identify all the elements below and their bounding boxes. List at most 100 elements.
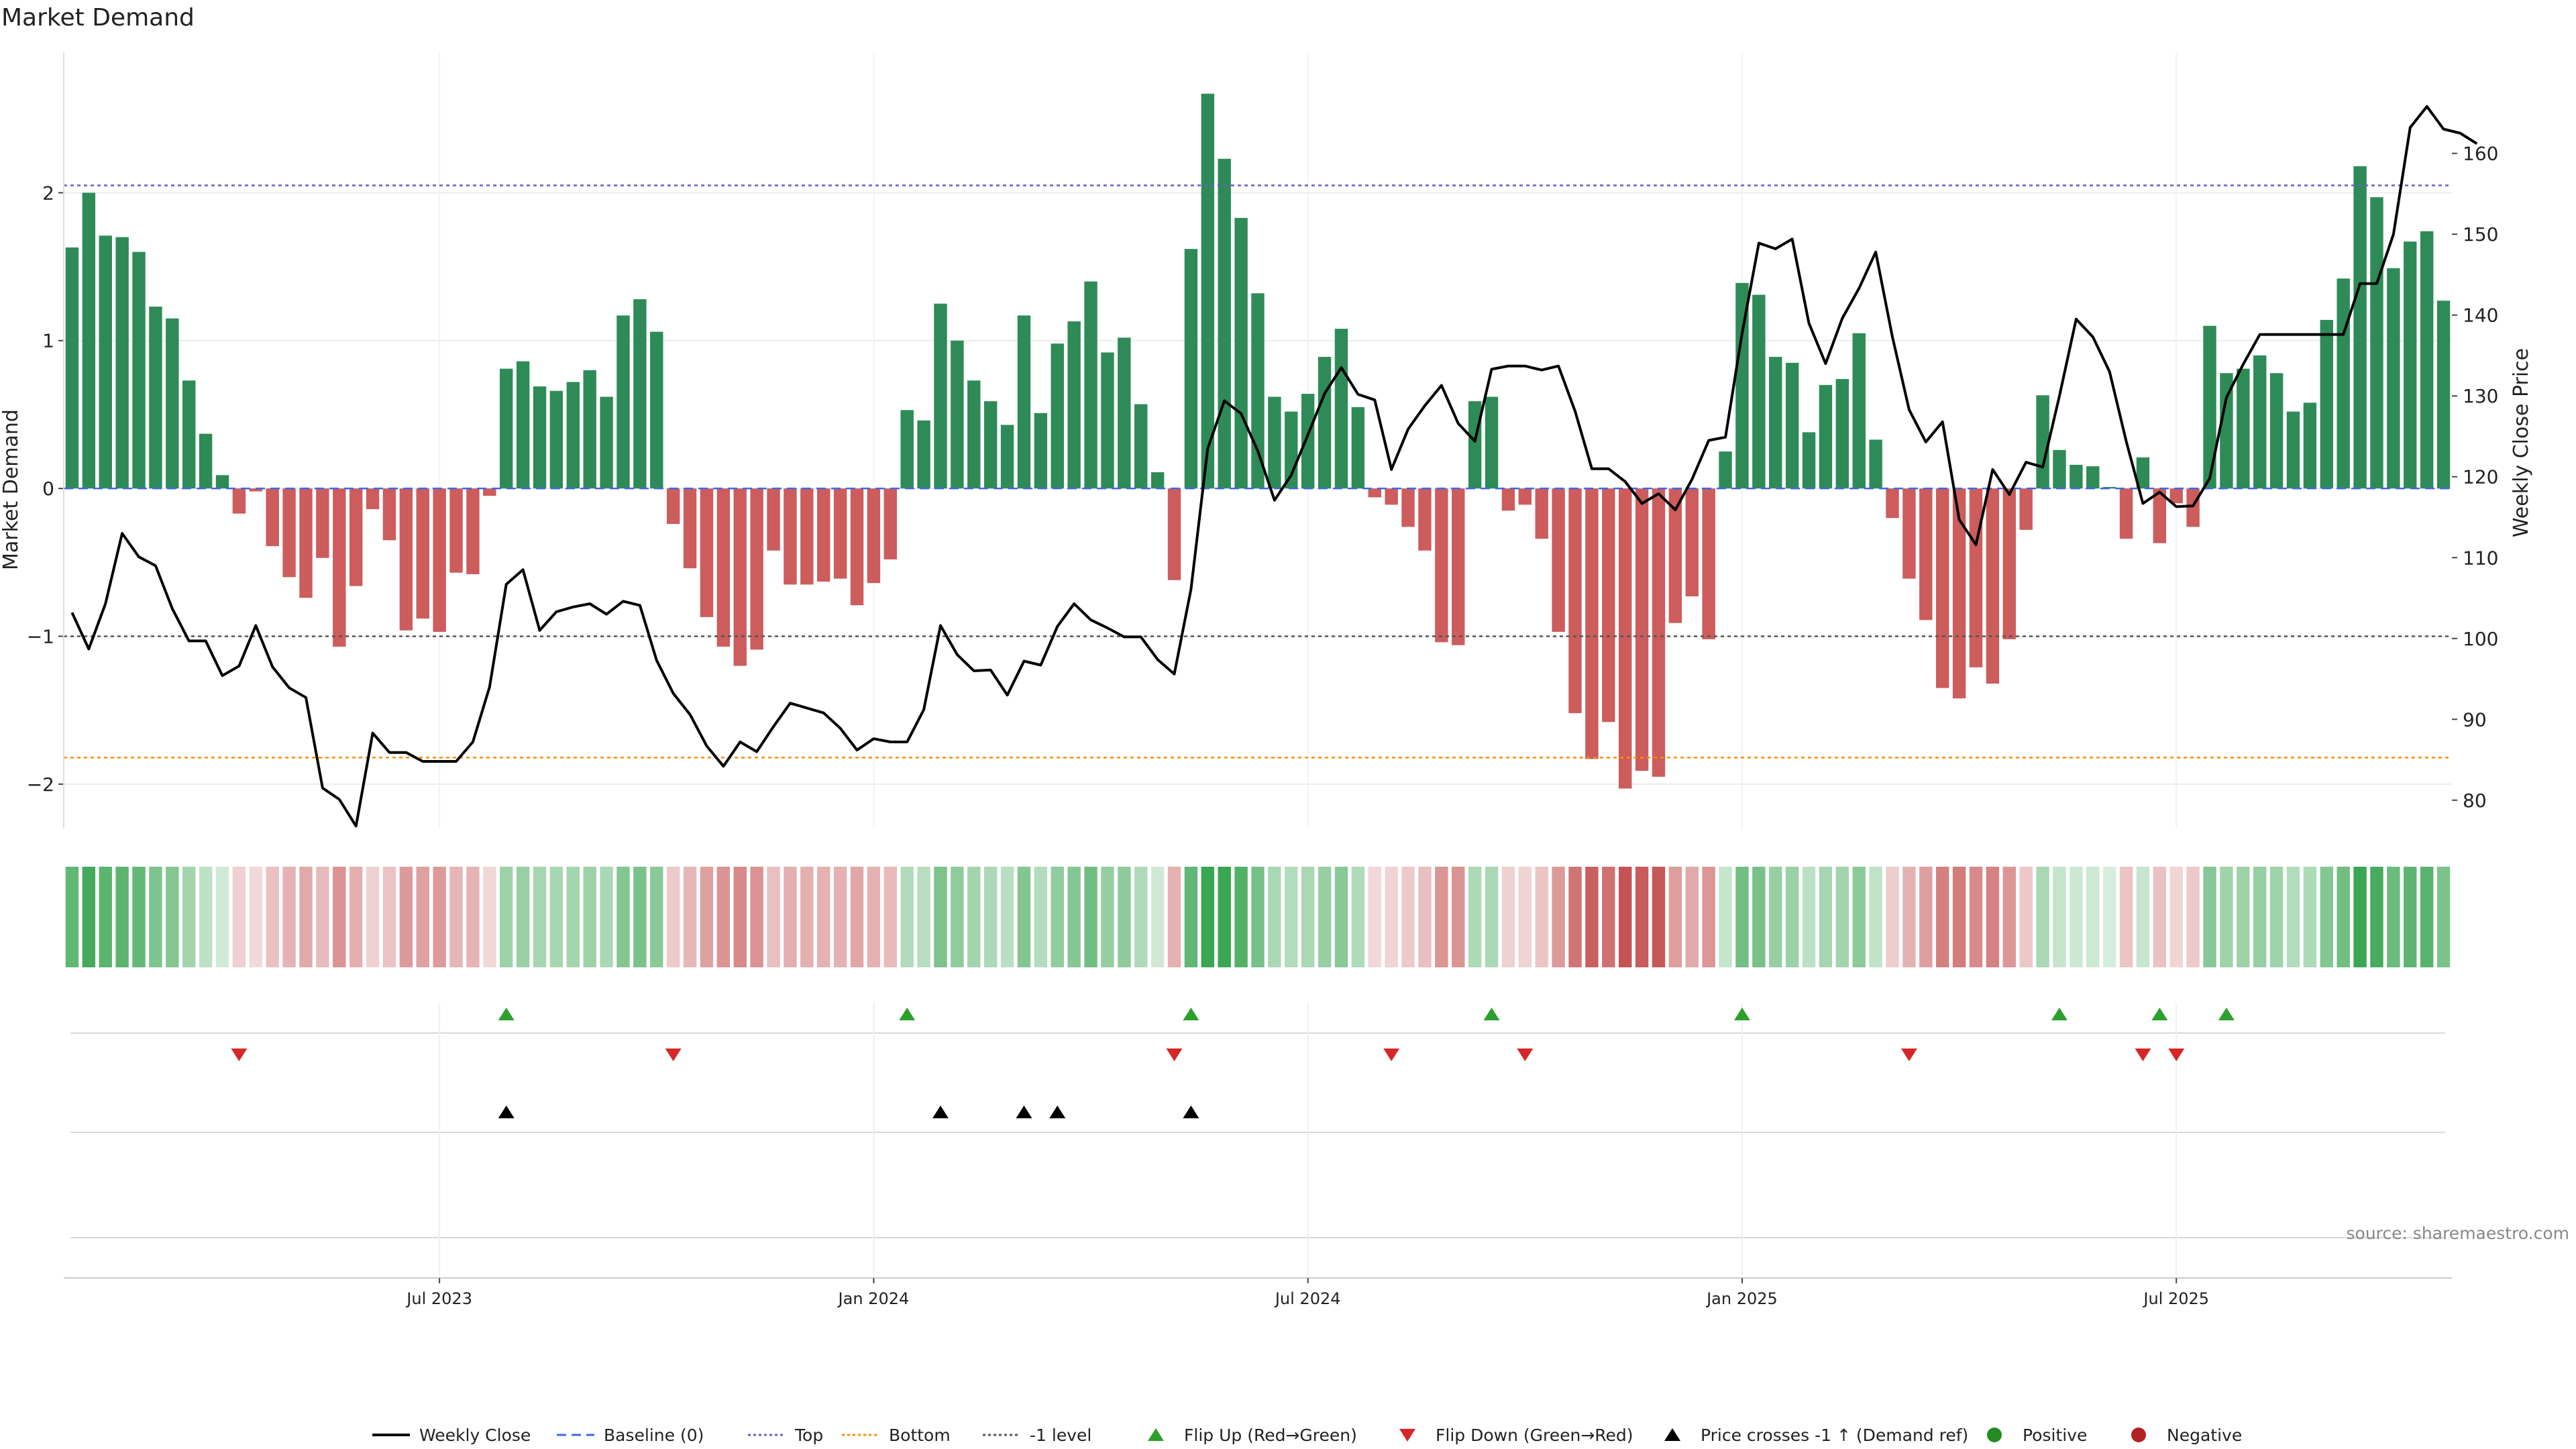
y-tick-label: 0 bbox=[42, 478, 54, 500]
demand-bar bbox=[2203, 325, 2216, 489]
heat-cell bbox=[850, 867, 864, 967]
heat-cell bbox=[249, 867, 263, 967]
heat-cell bbox=[2320, 867, 2333, 967]
demand-bar bbox=[416, 488, 429, 619]
demand-bar bbox=[850, 488, 864, 606]
legend-label: Weekly Close bbox=[419, 1426, 531, 1445]
legend-item: Weekly Close bbox=[372, 1426, 531, 1445]
heat-cell bbox=[382, 867, 396, 967]
demand-bar bbox=[2303, 402, 2317, 489]
heat-cell bbox=[115, 867, 129, 967]
heat-cell bbox=[1118, 867, 1131, 967]
legend-label: Positive bbox=[2023, 1426, 2087, 1445]
price-cross-marker bbox=[932, 1106, 949, 1118]
y-tick-label: −1 bbox=[27, 626, 54, 648]
heat-cell bbox=[99, 867, 112, 967]
heat-cell bbox=[1585, 867, 1599, 967]
demand-bar bbox=[2186, 488, 2200, 527]
flip-down-marker bbox=[231, 1049, 248, 1061]
demand-bar bbox=[1635, 488, 1649, 771]
heat-cell bbox=[1368, 867, 1381, 967]
heat-cell bbox=[1468, 867, 1482, 967]
demand-bar bbox=[1902, 488, 1916, 579]
demand-bar bbox=[1819, 384, 1833, 489]
heat-cell bbox=[1234, 867, 1248, 967]
heat-cell bbox=[1034, 867, 1048, 967]
heat-cell bbox=[616, 867, 630, 967]
demand-bar bbox=[500, 368, 513, 489]
heat-cell bbox=[2053, 867, 2066, 967]
x-tick-label: Jul 2025 bbox=[2142, 1289, 2209, 1308]
demand-bar bbox=[2169, 488, 2183, 504]
demand-bar bbox=[1986, 488, 2000, 684]
flip-down-marker bbox=[2168, 1049, 2185, 1061]
x-tick-label: Jul 2023 bbox=[405, 1289, 472, 1308]
demand-bar bbox=[1000, 425, 1014, 489]
heat-cell bbox=[983, 867, 998, 967]
heat-cell bbox=[2420, 867, 2434, 967]
demand-bar bbox=[65, 247, 79, 489]
heat-cell bbox=[1969, 867, 1983, 967]
heat-cell bbox=[883, 867, 898, 967]
heat-cell bbox=[2070, 867, 2083, 967]
demand-bar bbox=[1769, 356, 1782, 489]
flip-up-marker bbox=[498, 1008, 515, 1020]
demand-bar bbox=[1118, 337, 1131, 489]
demand-bar bbox=[633, 299, 647, 489]
demand-bar bbox=[1969, 488, 1983, 667]
heat-cell bbox=[399, 867, 413, 967]
demand-bar bbox=[700, 488, 714, 617]
flip-up-marker bbox=[1733, 1008, 1750, 1020]
y2-tick-label: 160 bbox=[2463, 143, 2498, 165]
y2-tick-label: 140 bbox=[2463, 305, 2498, 327]
demand-bar bbox=[1652, 488, 1666, 777]
demand-bar bbox=[1835, 379, 1849, 489]
demand-bar bbox=[1368, 488, 1381, 498]
demand-bar bbox=[466, 488, 480, 574]
demand-bar bbox=[1351, 407, 1365, 489]
heat-cell bbox=[1218, 867, 1231, 967]
demand-bar bbox=[232, 488, 246, 514]
heat-cell bbox=[266, 867, 279, 967]
demand-bar bbox=[2086, 466, 2100, 489]
demand-bar bbox=[82, 193, 96, 489]
heat-cell bbox=[951, 867, 964, 967]
heat-cell bbox=[2404, 867, 2417, 967]
heat-cell bbox=[784, 867, 797, 967]
demand-bar bbox=[199, 433, 213, 489]
legend-item: Negative bbox=[2131, 1426, 2242, 1445]
demand-bar bbox=[767, 488, 780, 551]
heat-cell bbox=[900, 867, 914, 967]
demand-bar bbox=[1385, 488, 1398, 505]
legend-label: Price crosses -1 ↑ (Demand ref) bbox=[1701, 1426, 1968, 1445]
demand-bar bbox=[1268, 396, 1281, 489]
y2-tick-label: 80 bbox=[2463, 790, 2487, 812]
heat-cell bbox=[1835, 867, 1849, 967]
demand-bar bbox=[1150, 472, 1165, 489]
demand-bar bbox=[600, 396, 613, 489]
demand-bar bbox=[533, 386, 547, 489]
heat-cell bbox=[700, 867, 714, 967]
heat-cell bbox=[1919, 867, 1933, 967]
demand-bar bbox=[1802, 432, 1816, 489]
demand-bar bbox=[1251, 293, 1265, 489]
heat-cell bbox=[2387, 867, 2400, 967]
heat-cell bbox=[1869, 867, 1882, 967]
heat-cell bbox=[1385, 867, 1398, 967]
legend-label: Bottom bbox=[889, 1426, 951, 1445]
demand-bar bbox=[566, 382, 580, 489]
heat-cell bbox=[1084, 867, 1097, 967]
heat-cell bbox=[166, 867, 179, 967]
legend-item: Baseline (0) bbox=[557, 1426, 704, 1445]
axes: −2 −1 0 1 2 80 90 100 110 120 130 140 150 160 bbox=[27, 52, 2498, 828]
heat-cell bbox=[1902, 867, 1916, 967]
heat-cell bbox=[1735, 867, 1749, 967]
heat-cell bbox=[316, 867, 329, 967]
demand-bar bbox=[2269, 373, 2284, 489]
heat-cell bbox=[934, 867, 947, 967]
heat-cell bbox=[65, 867, 79, 967]
legend-item: Bottom bbox=[842, 1426, 951, 1445]
heat-cell bbox=[149, 867, 162, 967]
heat-cell bbox=[2269, 867, 2284, 967]
chart-title: Market Demand bbox=[1, 4, 195, 32]
